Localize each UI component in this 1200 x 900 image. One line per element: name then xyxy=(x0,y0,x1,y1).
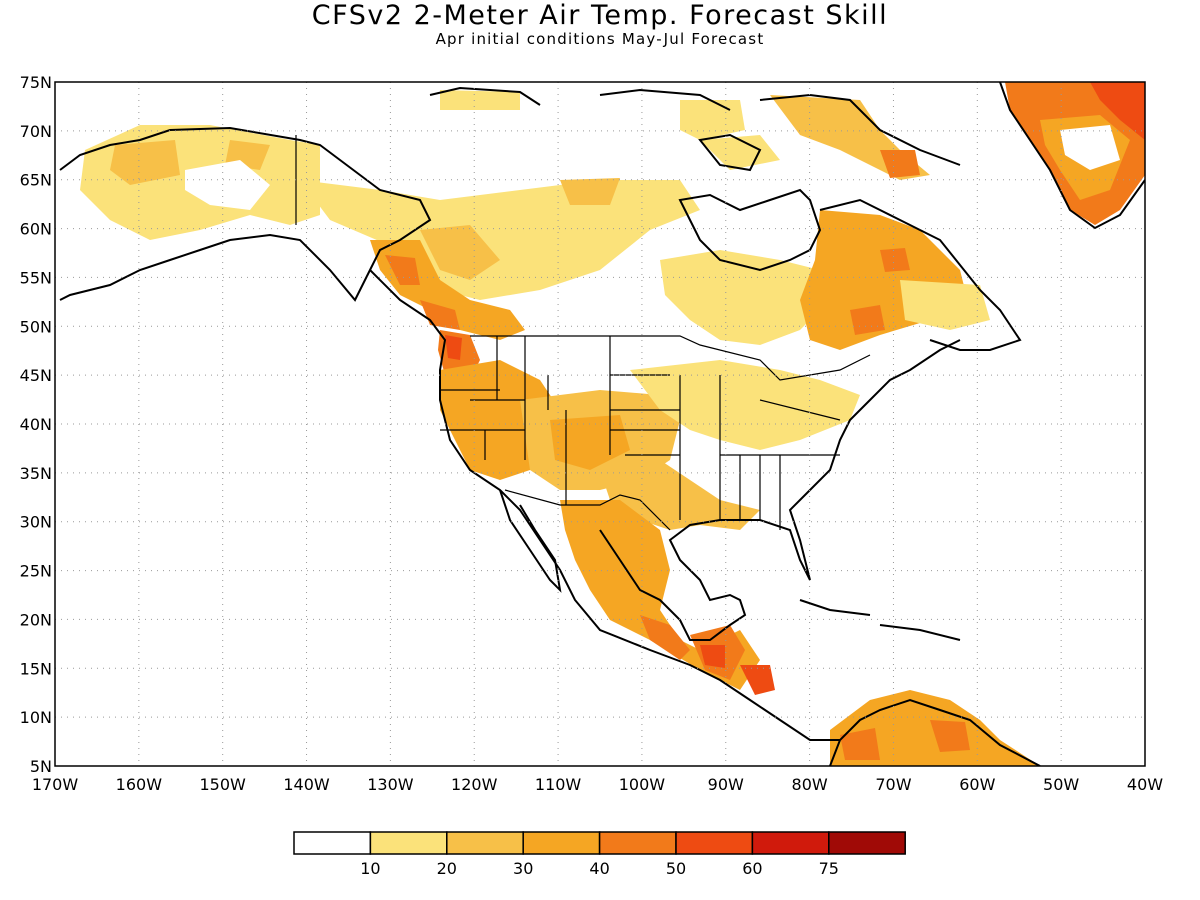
skill-region-quebec-red xyxy=(850,248,910,335)
lat-label: 75N xyxy=(20,73,52,92)
longitude-labels: 170W 160W 150W 140W 130W 120W 110W 100W 90W 80W 70… xyxy=(32,775,1163,794)
skill-region-yukon xyxy=(300,180,700,300)
skill-region-bc-red xyxy=(385,255,460,330)
lat-label: 60N xyxy=(20,220,52,239)
lat-label: 70N xyxy=(20,122,52,141)
coastline-west-us xyxy=(369,269,840,741)
legend-label: 10 xyxy=(360,859,380,878)
chart-title: CFSv2 2-Meter Air Temp. Forecast Skill xyxy=(311,0,889,31)
coastline-baja xyxy=(499,489,562,593)
legend-label: 50 xyxy=(666,859,686,878)
lat-label: 55N xyxy=(20,268,52,287)
graticule xyxy=(55,82,1145,766)
lat-label: 50N xyxy=(20,317,52,336)
chart-subtitle: Apr initial conditions May-Jul Forecast xyxy=(435,30,765,48)
legend-swatch xyxy=(446,831,524,855)
lon-label: 120W xyxy=(451,775,498,794)
legend-swatch xyxy=(751,831,830,855)
skill-region-quebec-labrador xyxy=(800,210,970,350)
lat-label: 20N xyxy=(20,610,52,629)
lon-label: 110W xyxy=(535,775,582,794)
legend-label: 60 xyxy=(742,859,762,878)
lon-label: 60W xyxy=(959,775,995,794)
coastline-hudson-bay xyxy=(678,188,822,272)
us-canada-border xyxy=(470,335,871,381)
lat-label: 5N xyxy=(30,757,52,776)
skill-region-pnw-darkred xyxy=(445,335,462,360)
skill-region-yukon-orange xyxy=(420,178,620,280)
legend-label: 75 xyxy=(819,859,839,878)
lon-label: 80W xyxy=(792,775,828,794)
skill-region-south-america-red xyxy=(840,720,970,760)
lon-label: 130W xyxy=(367,775,414,794)
skill-region-maritimes xyxy=(900,280,990,330)
lon-label: 160W xyxy=(116,775,163,794)
lat-label: 35N xyxy=(20,464,52,483)
lon-label: 50W xyxy=(1043,775,1079,794)
legend-swatch xyxy=(675,831,754,855)
skill-region-arctic-islands xyxy=(440,90,780,170)
skill-region-baffin-red xyxy=(880,150,920,178)
legend-swatch xyxy=(369,831,448,855)
lon-label: 170W xyxy=(32,775,79,794)
state-lines xyxy=(440,336,841,530)
lat-label: 25N xyxy=(20,562,52,581)
coastline-labrador xyxy=(819,198,1022,351)
us-mexico-border xyxy=(504,489,671,531)
legend-swatch xyxy=(598,831,677,855)
legend-label: 30 xyxy=(513,859,533,878)
skill-region-central-america-red xyxy=(700,645,775,695)
lat-label: 10N xyxy=(20,708,52,727)
lat-label: 45N xyxy=(20,366,52,385)
coastline-arctic-islands xyxy=(429,86,961,172)
skill-region-greenland-red xyxy=(1090,82,1145,140)
legend-label: 40 xyxy=(589,859,609,878)
coastline-greenland xyxy=(999,82,1145,230)
legend-swatch xyxy=(828,831,906,855)
lon-label: 70W xyxy=(875,775,911,794)
state-borders xyxy=(295,135,871,531)
plot-frame xyxy=(54,81,1146,767)
coastlines xyxy=(59,82,1145,766)
skill-region-mexico xyxy=(560,500,760,690)
lon-label: 100W xyxy=(619,775,666,794)
skill-region-greenland-white xyxy=(1060,125,1120,170)
skill-region-alaska-white xyxy=(185,160,270,210)
lon-label: 40W xyxy=(1127,775,1163,794)
lat-label: 65N xyxy=(20,171,52,190)
color-legend: 10 20 30 40 50 60 75 xyxy=(293,831,906,878)
legend-label: 20 xyxy=(437,859,457,878)
lat-label: 30N xyxy=(20,513,52,532)
coastline-gulf xyxy=(599,339,961,641)
lon-label: 140W xyxy=(283,775,330,794)
legend-swatch xyxy=(522,831,601,855)
lon-label: 90W xyxy=(708,775,744,794)
lon-label: 150W xyxy=(200,775,247,794)
skill-region-central-us xyxy=(630,360,860,450)
legend-swatch xyxy=(293,831,372,855)
coastline-south-america xyxy=(829,698,1041,766)
lat-label: 40N xyxy=(20,415,52,434)
latitude-labels: 75N 70N 65N 60N 55N 50N 45N 40N 35N 30N 25N 20N 15N 1… xyxy=(20,73,52,776)
skill-region-alaska-orange xyxy=(110,140,270,185)
coastline-caribbean xyxy=(799,599,961,641)
skill-region-hudson-east xyxy=(660,250,830,345)
lat-label: 15N xyxy=(20,659,52,678)
